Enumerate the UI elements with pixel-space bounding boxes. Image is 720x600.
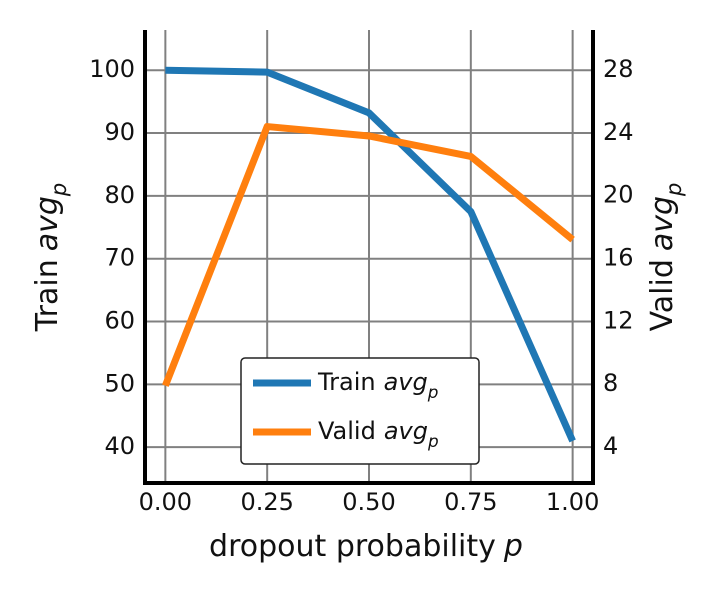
y2-tick-label: 20	[603, 181, 634, 209]
y2-tick-label: 24	[603, 118, 634, 146]
x-tick-label: 1.00	[546, 488, 599, 516]
data-line	[162, 123, 575, 387]
x-tick-label: 0.50	[342, 488, 395, 516]
legend-label-symbol: avg	[384, 368, 428, 396]
x-axis-label: dropout probability p	[209, 529, 523, 564]
y2-tick-label: 12	[603, 306, 634, 334]
y-axis-label: Train avgp	[30, 183, 72, 333]
y2-tick-label: 16	[603, 243, 634, 271]
legend-label-text: Valid	[318, 417, 376, 445]
x-tick-label: 0.75	[444, 488, 497, 516]
y-axis-label-text: Train	[30, 259, 65, 332]
y-axis-label-symbol: avg	[30, 196, 65, 251]
y2-axis-label-symbol: avg	[645, 196, 680, 251]
y-axis-label-subscript: p	[47, 183, 71, 197]
y-tick-label: 50	[104, 369, 135, 397]
y2-axis-label-text: Valid	[645, 259, 680, 331]
y-tick-label: 80	[104, 181, 135, 209]
legend-label-subscript: p	[427, 382, 439, 402]
data-line	[165, 66, 576, 443]
x-tick-label: 0.25	[240, 488, 293, 516]
legend-label-subscript: p	[427, 431, 439, 451]
y-tick-label: 60	[104, 307, 135, 335]
legend-label: Train avgp	[317, 368, 438, 402]
y-tick-label: 100	[89, 55, 135, 83]
y2-axis-label: Valid avgp	[645, 183, 687, 332]
legend-label-symbol: avg	[384, 417, 428, 445]
legend-label: Valid avgp	[318, 417, 439, 451]
legend-label-text: Train	[317, 368, 376, 396]
y-tick-label: 90	[104, 118, 135, 146]
y2-tick-label: 8	[603, 369, 618, 397]
y2-tick-label: 4	[603, 432, 618, 460]
y-tick-label: 70	[104, 244, 135, 272]
x-axis-label-symbol: p	[503, 529, 523, 564]
y-tick-label: 40	[104, 432, 135, 460]
x-tick-label: 0.00	[139, 488, 192, 516]
y2-axis-label-subscript: p	[662, 183, 686, 197]
x-axis-label-text: dropout probability	[209, 529, 496, 564]
y2-tick-label: 28	[603, 55, 634, 83]
